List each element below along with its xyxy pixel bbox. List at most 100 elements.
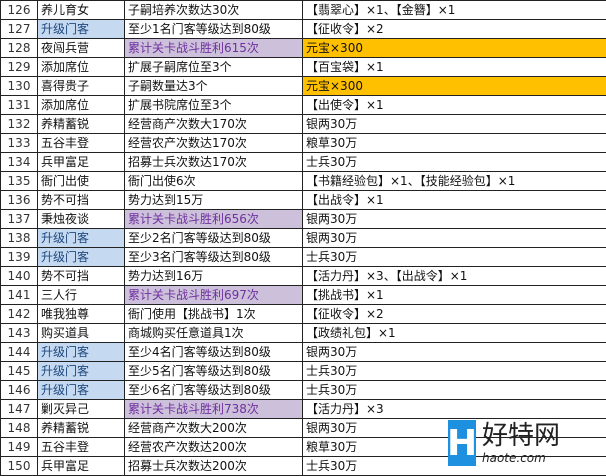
task-name: 秉烛夜谈 <box>37 209 125 229</box>
task-condition: 经营农产次数达200次 <box>124 437 303 457</box>
task-condition: 经营商产次数大200次 <box>124 418 303 438</box>
table-row: 134 兵甲富足 招募士兵次数达170次 士兵30万 <box>0 152 606 172</box>
table-row: 132 养精蓄锐 经营商产次数大170次 银两30万 <box>0 114 606 134</box>
row-number: 139 <box>0 247 38 267</box>
task-reward: 元宝×300 <box>302 76 606 96</box>
task-name: 升级门客 <box>37 361 125 381</box>
task-name: 兵甲富足 <box>37 456 125 476</box>
task-condition: 子嗣培养次数达30次 <box>124 0 303 20</box>
table-row: 131 添加席位 扩展书院席位至3个 【出使令】×1 <box>0 95 606 115</box>
row-number: 146 <box>0 380 38 400</box>
row-number: 145 <box>0 361 38 381</box>
logo-mark: H <box>447 420 477 466</box>
watermark-logo: H 好特网 haote.com <box>447 414 598 472</box>
row-number: 126 <box>0 0 38 20</box>
task-reward: 银两30万 <box>302 228 606 248</box>
task-reward: 【征收令】×2 <box>302 304 606 324</box>
table-row: 135 衙门出使 衙门出使6次 【书籍经验包】×1、【技能经验包】×1 <box>0 171 606 191</box>
row-number: 129 <box>0 57 38 77</box>
task-reward: 银两30万 <box>302 342 606 362</box>
task-condition: 至少3名门客等级达到80级 <box>124 247 303 267</box>
task-reward: 【挑战书】×1 <box>302 285 606 305</box>
table-row: 129 添加席位 扩展子嗣席位至3个 【百宝袋】×1 <box>0 57 606 77</box>
task-reward: 【政绩礼包】×1 <box>302 323 606 343</box>
table-row: 126 养儿育女 子嗣培养次数达30次 【翡翠心】×1、【金簪】×1 <box>0 0 606 20</box>
task-reward: 【出战令】×1 <box>302 190 606 210</box>
task-condition: 至少5名门客等级达到80级 <box>124 361 303 381</box>
task-condition: 势力达到15万 <box>124 190 303 210</box>
row-number: 134 <box>0 152 38 172</box>
table-row: 133 五谷丰登 经营农产次数达170次 粮草30万 <box>0 133 606 153</box>
row-number: 149 <box>0 437 38 457</box>
task-name: 喜得贵子 <box>37 76 125 96</box>
task-name: 势不可挡 <box>37 190 125 210</box>
task-name: 势不可挡 <box>37 266 125 286</box>
table-row: 146 升级门客 至少6名门客等级达到80级 士兵30万 <box>0 380 606 400</box>
task-condition: 至少6名门客等级达到80级 <box>124 380 303 400</box>
task-reward: 【出使令】×1 <box>302 95 606 115</box>
task-name: 升级门客 <box>37 228 125 248</box>
task-reward: 【征收令】×2 <box>302 19 606 39</box>
task-reward: 【活力丹】×3、【出战令】×1 <box>302 266 606 286</box>
task-condition: 势力达到16万 <box>124 266 303 286</box>
task-condition: 经营商产次数大170次 <box>124 114 303 134</box>
task-reward: 【百宝袋】×1 <box>302 57 606 77</box>
task-name: 升级门客 <box>37 380 125 400</box>
row-number: 142 <box>0 304 38 324</box>
task-reward: 士兵30万 <box>302 380 606 400</box>
table-row: 138 升级门客 至少2名门客等级达到80级 银两30万 <box>0 228 606 248</box>
table-row: 128 夜闯兵营 累计关卡战斗胜利615次 元宝×300 <box>0 38 606 58</box>
task-name: 升级门客 <box>37 247 125 267</box>
task-name: 五谷丰登 <box>37 133 125 153</box>
row-number: 136 <box>0 190 38 210</box>
task-name: 剿灭异己 <box>37 399 125 419</box>
task-condition: 扩展子嗣席位至3个 <box>124 57 303 77</box>
row-number: 127 <box>0 19 38 39</box>
task-condition: 子嗣数量达3个 <box>124 76 303 96</box>
table-row: 143 购买道具 商城购买任意道具1次 【政绩礼包】×1 <box>0 323 606 343</box>
task-name: 添加席位 <box>37 57 125 77</box>
task-name: 唯我独尊 <box>37 304 125 324</box>
task-condition: 衙门使用【挑战书】1次 <box>124 304 303 324</box>
table-row: 147 剿灭异己 累计关卡战斗胜利738次 【活力丹】×3 <box>0 399 606 419</box>
row-number: 137 <box>0 209 38 229</box>
task-name: 三人行 <box>37 285 125 305</box>
row-number: 130 <box>0 76 38 96</box>
task-reward: 【翡翠心】×1、【金簪】×1 <box>302 0 606 20</box>
task-name: 添加席位 <box>37 95 125 115</box>
task-reward: 士兵30万 <box>302 361 606 381</box>
table-row: 139 升级门客 至少3名门客等级达到80级 士兵30万 <box>0 247 606 267</box>
task-reward: 元宝×300 <box>302 38 606 58</box>
row-number: 132 <box>0 114 38 134</box>
logo-domain: haote.com <box>482 451 546 465</box>
task-condition: 衙门出使6次 <box>124 171 303 191</box>
task-name: 养精蓄锐 <box>37 418 125 438</box>
logo-text: 好特网 <box>482 421 561 451</box>
task-name: 衙门出使 <box>37 171 125 191</box>
task-condition: 扩展书院席位至3个 <box>124 95 303 115</box>
task-name: 升级门客 <box>37 342 125 362</box>
table-row: 150 兵甲富足 招募士兵次数达200次 士兵30万 <box>0 456 606 476</box>
row-number: 150 <box>0 456 38 476</box>
task-reward: 【书籍经验包】×1、【技能经验包】×1 <box>302 171 606 191</box>
task-condition: 累计关卡战斗胜利615次 <box>124 38 303 58</box>
row-number: 147 <box>0 399 38 419</box>
table-row: 140 势不可挡 势力达到16万 【活力丹】×3、【出战令】×1 <box>0 266 606 286</box>
row-number: 143 <box>0 323 38 343</box>
row-number: 140 <box>0 266 38 286</box>
table-row: 130 喜得贵子 子嗣数量达3个 元宝×300 <box>0 76 606 96</box>
task-condition: 累计关卡战斗胜利697次 <box>124 285 303 305</box>
table-row: 137 秉烛夜谈 累计关卡战斗胜利656次 银两30万 <box>0 209 606 229</box>
row-number: 148 <box>0 418 38 438</box>
row-number: 144 <box>0 342 38 362</box>
row-number: 135 <box>0 171 38 191</box>
task-name: 升级门客 <box>37 19 125 39</box>
task-name: 兵甲富足 <box>37 152 125 172</box>
task-condition: 至少2名门客等级达到80级 <box>124 228 303 248</box>
task-condition: 招募士兵次数达200次 <box>124 456 303 476</box>
task-name: 养精蓄锐 <box>37 114 125 134</box>
task-reward: 粮草30万 <box>302 133 606 153</box>
task-condition: 招募士兵次数达170次 <box>124 152 303 172</box>
